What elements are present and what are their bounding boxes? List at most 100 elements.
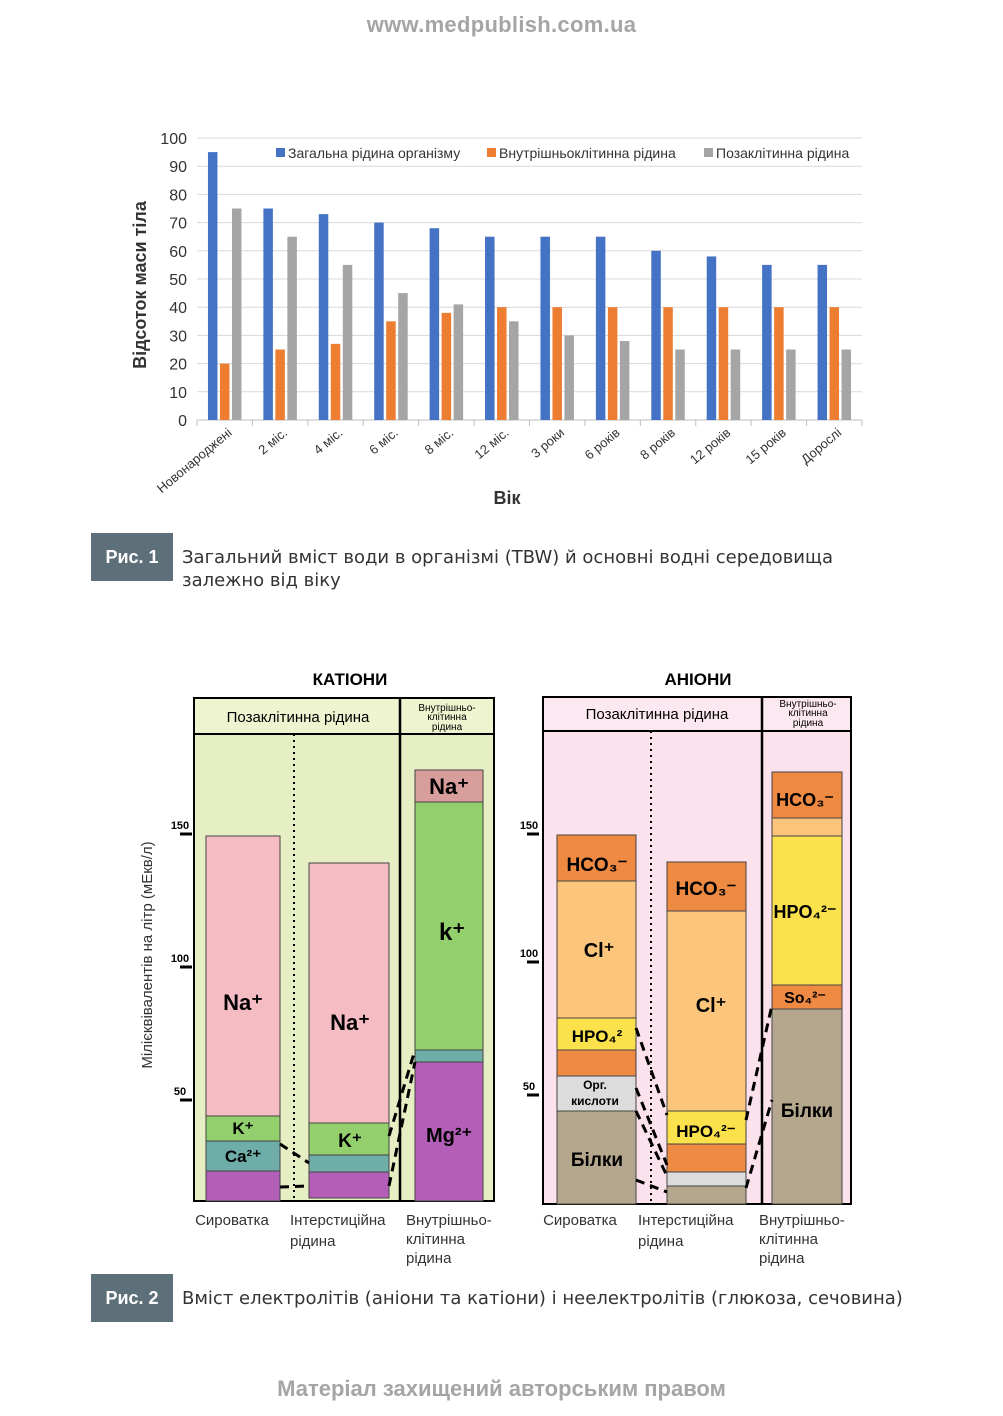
figure-2-caption: Вміст електролітів (аніони та катіони) і… [182, 1288, 903, 1309]
bar-2-11 [841, 349, 852, 420]
legend-label: Внутрішньоклітинна рідина [499, 145, 676, 161]
cations-ecf-header: Позаклітинна рідина [227, 709, 370, 726]
y-tick-label: 70 [169, 216, 187, 233]
interstitial-k-label: K⁺ [338, 1131, 362, 1152]
cations-title: КАТІОНИ [313, 670, 388, 689]
y-tick-label: 80 [169, 187, 187, 204]
svg-text:рідина: рідина [290, 1233, 336, 1250]
x-tick-label: Новонароджені [154, 425, 235, 496]
legend-label: Загальна рідина організму [288, 145, 460, 161]
serum-org-acids-label-2: кислоти [571, 1094, 619, 1108]
figure-1-badge: Рис. 1 [91, 533, 173, 581]
svg-text:150: 150 [171, 820, 189, 832]
bar-1-2 [330, 343, 341, 420]
bar-0-0 [207, 152, 218, 420]
y-tick-label: 0 [178, 413, 187, 430]
bar-2-1 [287, 236, 297, 420]
anions-y-ticks: 150 100 50 [520, 820, 539, 1097]
bar-0-2 [318, 214, 329, 420]
bar-1-8 [663, 307, 673, 420]
bar-0-10 [762, 264, 772, 420]
interstitial-cl-label: Cl⁺ [696, 995, 727, 1017]
x-axis-label: Вік [493, 488, 521, 508]
x-tick-label: 2 міс. [255, 425, 290, 458]
bar-1-0 [219, 363, 230, 420]
bar-2-5 [509, 321, 519, 420]
y-tick-label: 50 [169, 272, 187, 289]
icf-na-label: Na⁺ [429, 774, 469, 799]
y-tick-label: 100 [160, 131, 187, 148]
bar-0-11 [817, 264, 828, 420]
cations-y-ticks: 150 100 50 [171, 820, 192, 1102]
electrolytes-y-axis-label: Мілієквівалентів на літр (мЕкв/л) [139, 841, 156, 1068]
bar-0-6 [540, 236, 550, 420]
svg-text:50: 50 [174, 1086, 186, 1098]
svg-text:Внутрішньо-: Внутрішньо- [759, 1212, 845, 1229]
serum-k-label: K⁺ [232, 1119, 253, 1138]
svg-text:клітинна: клітинна [427, 712, 467, 723]
serum-cl-label: Cl⁺ [584, 940, 615, 962]
legend-swatch [487, 148, 496, 157]
svg-text:клітинна: клітинна [788, 708, 828, 719]
anions-panel: АНІОНИ Позаклітинна рідина Внутрішньо- к… [542, 670, 852, 1205]
cations-panel: КАТІОНИ Позаклітинна рідина Внутрішньо- … [193, 670, 495, 1202]
x-tick-label: 8 років [637, 425, 678, 463]
serum-na-label: Na⁺ [223, 990, 263, 1015]
svg-text:клітинна: клітинна [406, 1231, 466, 1248]
svg-text:клітинна: клітинна [759, 1231, 819, 1248]
svg-text:рідина: рідина [793, 718, 824, 729]
footer-copyright: Матеріал захищений авторським правом [277, 1376, 726, 1401]
bar-0-4 [429, 228, 440, 420]
svg-text:Внутрішньо-: Внутрішньо- [418, 703, 475, 714]
serum-protein-label: Білки [571, 1150, 623, 1171]
svg-text:Сироватка: Сироватка [195, 1212, 269, 1229]
legend-swatch [704, 148, 713, 157]
serum-org-acids-label-1: Орг. [583, 1078, 607, 1092]
bar-2-2 [342, 264, 353, 420]
svg-text:Інтерстиційна: Інтерстиційна [290, 1212, 386, 1229]
x-tick-label: 12 років [687, 425, 733, 467]
x-tick-label: 4 міс. [311, 425, 346, 458]
serum-hpo4-label: HPO₄² [572, 1027, 623, 1046]
figure-2-badge: Рис. 2 [91, 1274, 173, 1322]
cations-interstitial-column: Na⁺ K⁺ [308, 862, 390, 1199]
y-tick-label: 40 [169, 300, 187, 317]
svg-text:Сироватка: Сироватка [543, 1212, 617, 1229]
water-percentage-bar-chart: 0 10 20 30 40 50 60 70 80 90 100 Новонароджені 2 мі… [130, 131, 863, 508]
x-tick-label: Дорослі [798, 425, 844, 467]
serum-hco3-label: HCO₃⁻ [566, 855, 627, 876]
svg-text:рідина: рідина [406, 1250, 452, 1267]
y-tick-label: 10 [169, 385, 187, 402]
bar-1-1 [275, 349, 285, 420]
svg-text:50: 50 [523, 1081, 535, 1093]
bar-2-0 [231, 208, 242, 420]
legend-label: Позаклітинна рідина [716, 145, 849, 161]
bar-2-3 [398, 293, 408, 420]
anions-intracellular-column: HCO₃⁻ HPO₄²⁻ So₄²⁻ Білки [771, 771, 843, 1205]
interstitial-na-label: Na⁺ [330, 1010, 370, 1035]
cations-serum-column: Na⁺ K⁺ Ca²⁺ [205, 835, 281, 1202]
legend-swatch [276, 148, 285, 157]
interstitial-hpo4-label: HPO₄²⁻ [676, 1122, 736, 1141]
x-tick-label: 6 років [582, 425, 623, 463]
bar-2-9 [730, 349, 741, 420]
bar-1-6 [552, 307, 562, 420]
svg-text:рідина: рідина [432, 722, 463, 733]
svg-text:100: 100 [520, 948, 538, 960]
svg-text:Внутрішньо-: Внутрішньо- [406, 1212, 492, 1229]
icf-mg-label: Mg²⁺ [426, 1125, 472, 1147]
bar-1-3 [386, 321, 396, 420]
bar-1-5 [497, 307, 507, 420]
column-labels: Сироватка Інтерстиційна рідина Внутрішнь… [195, 1212, 845, 1267]
icf-hpo4-label: HPO₄²⁻ [773, 902, 836, 922]
bar-2-4 [453, 304, 464, 420]
bar-0-9 [706, 256, 717, 420]
bar-0-3 [374, 222, 384, 420]
bar-0-1 [263, 208, 273, 420]
bar-2-8 [675, 349, 685, 420]
bar-0-7 [595, 236, 606, 420]
x-tick-label: 8 міс. [422, 425, 457, 458]
svg-text:Інтерстиційна: Інтерстиційна [638, 1212, 734, 1229]
icf-so4-label: So₄²⁻ [784, 990, 826, 1007]
bar-1-11 [829, 307, 840, 420]
